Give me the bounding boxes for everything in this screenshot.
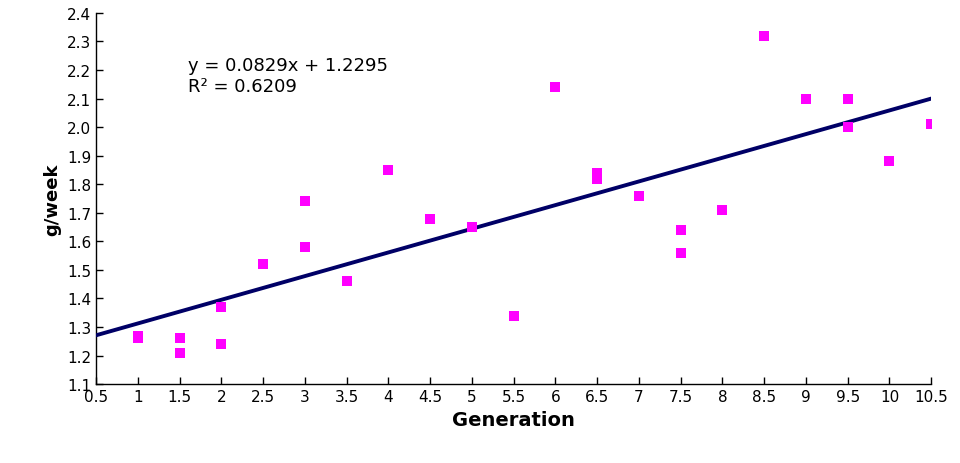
Point — [589, 175, 605, 183]
Point — [714, 207, 730, 214]
X-axis label: Generation: Generation — [452, 410, 575, 429]
Point — [840, 96, 855, 103]
Y-axis label: g/week: g/week — [43, 163, 61, 235]
Point — [589, 170, 605, 177]
Point — [255, 261, 271, 269]
Point — [673, 250, 688, 257]
Point — [422, 215, 438, 223]
Point — [798, 96, 813, 103]
Point — [673, 227, 688, 234]
Point — [298, 198, 313, 206]
Point — [172, 335, 187, 343]
Point — [924, 121, 939, 129]
Point — [339, 278, 354, 285]
Point — [506, 312, 521, 319]
Text: y = 0.0829x + 1.2295
R² = 0.6209: y = 0.0829x + 1.2295 R² = 0.6209 — [188, 56, 388, 95]
Point — [632, 193, 647, 200]
Point — [213, 341, 229, 348]
Point — [840, 124, 855, 131]
Point — [213, 304, 229, 311]
Point — [298, 244, 313, 251]
Point — [465, 224, 480, 232]
Point — [881, 158, 897, 166]
Point — [547, 84, 563, 92]
Point — [756, 33, 772, 40]
Point — [380, 167, 396, 174]
Point — [422, 215, 438, 223]
Point — [130, 335, 146, 343]
Point — [172, 349, 187, 357]
Point — [130, 332, 146, 339]
